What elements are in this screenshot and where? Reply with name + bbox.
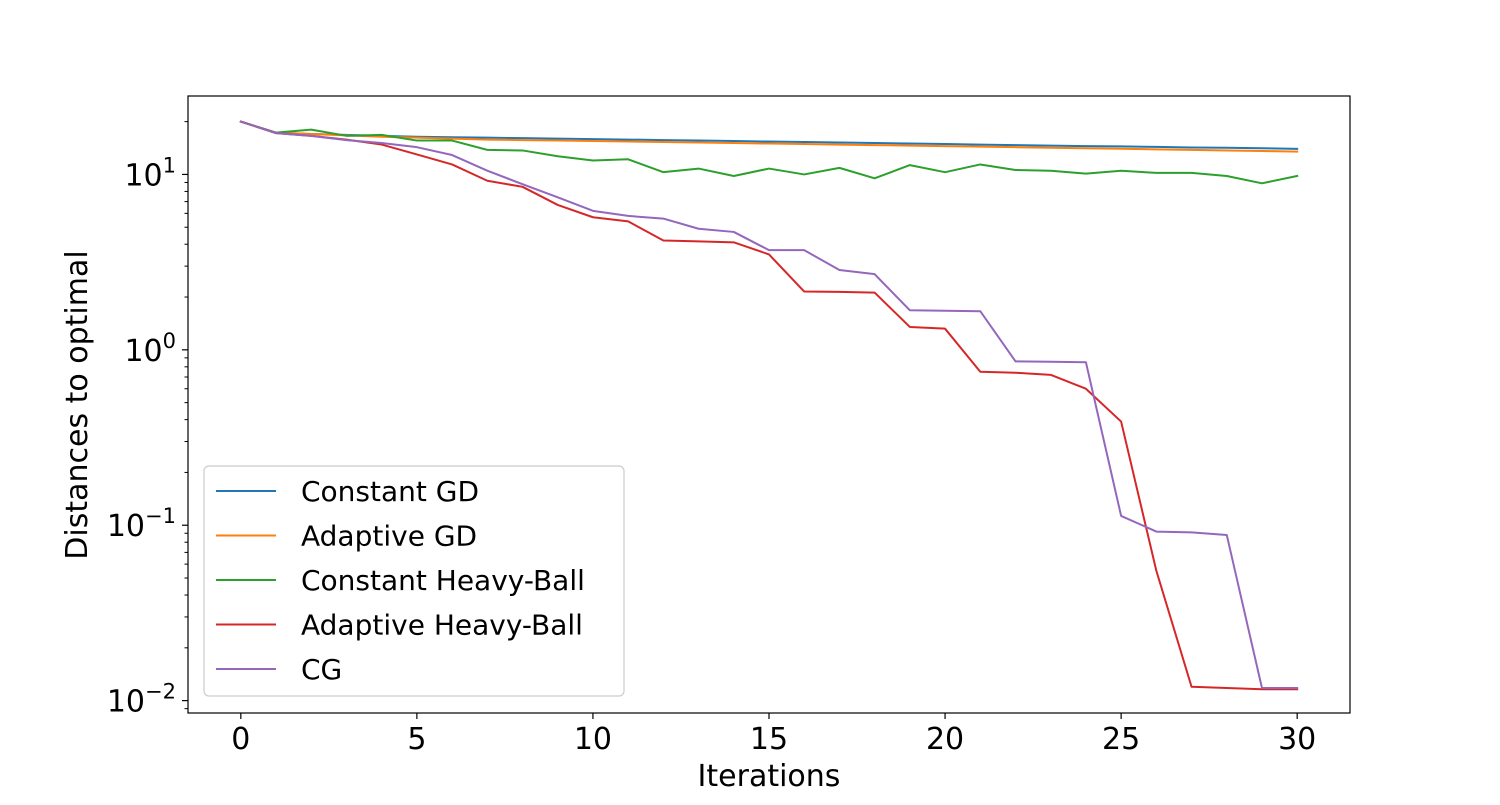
legend-label: Constant GD	[301, 475, 479, 508]
x-axis-title: Iterations	[698, 759, 841, 794]
series-layer	[239, 120, 1299, 691]
y-axis: 101 100 10−1 10−2	[107, 121, 188, 720]
x-axis: 0 5 10 15 20 25 30	[231, 713, 1316, 757]
y-tick-label: 101	[124, 153, 176, 193]
series-line-2	[239, 120, 1299, 153]
x-tick-label: 5	[407, 722, 426, 757]
legend-label: Adaptive Heavy-Ball	[301, 609, 583, 642]
x-tick-label: 10	[574, 722, 612, 757]
series-line-3	[239, 120, 1299, 185]
series-line-4	[239, 120, 1299, 691]
x-tick-label: 20	[926, 722, 964, 757]
legend-label: Adaptive GD	[301, 520, 477, 553]
x-tick-label: 30	[1278, 722, 1316, 757]
legend-box	[203, 465, 625, 697]
y-axis-title: Distances to optimal	[60, 250, 95, 559]
x-tick-label: 25	[1102, 722, 1140, 757]
x-tick-label: 15	[750, 722, 788, 757]
legend-label: Constant Heavy-Ball	[301, 564, 585, 597]
series-line-5	[239, 120, 1299, 690]
x-tick-label: 0	[231, 722, 250, 757]
y-tick-label: 10−1	[107, 504, 176, 544]
y-tick-label: 100	[124, 329, 176, 369]
legend: Constant GD Adaptive GD Constant Heavy-Bal…	[203, 465, 625, 697]
legend-label: CG	[301, 653, 342, 686]
y-tick-label: 10−2	[107, 680, 176, 720]
